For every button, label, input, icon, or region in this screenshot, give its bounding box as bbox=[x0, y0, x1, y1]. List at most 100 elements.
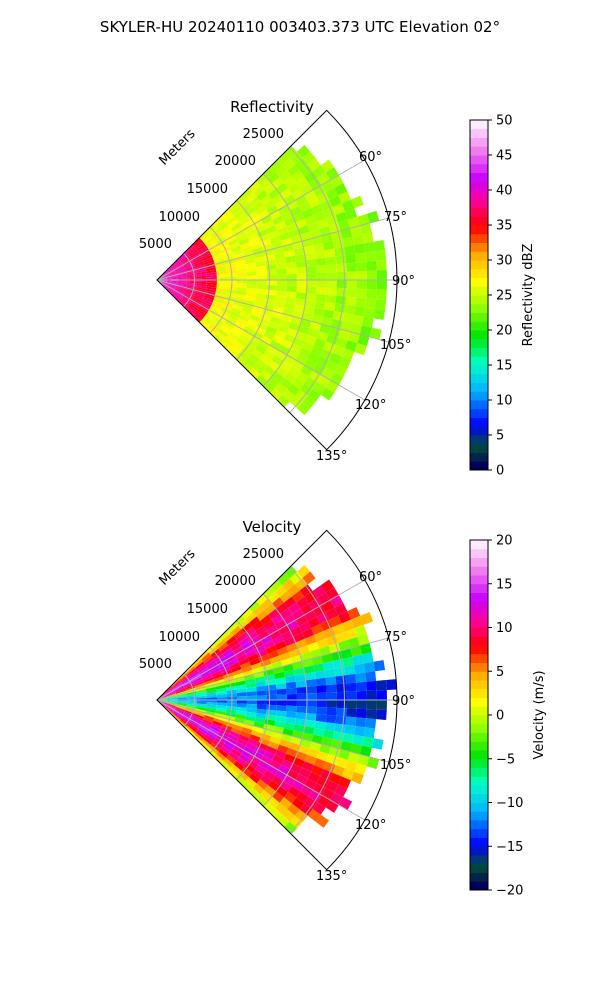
radar-gate bbox=[216, 693, 227, 698]
radar-gate bbox=[270, 808, 283, 821]
radar-gate bbox=[247, 738, 259, 747]
radar-gate bbox=[252, 640, 264, 650]
radar-gate bbox=[274, 165, 288, 178]
radar-gate bbox=[336, 707, 347, 717]
radar-gate bbox=[334, 183, 348, 196]
radar-gate bbox=[233, 672, 244, 680]
colorbar-tick-label: 0 bbox=[496, 709, 504, 724]
radar-gate bbox=[255, 173, 268, 186]
radar-gate bbox=[347, 216, 360, 229]
radar-gate bbox=[338, 611, 352, 624]
radar-gate bbox=[275, 715, 286, 723]
radar-gate bbox=[297, 144, 311, 158]
radar-gate bbox=[314, 300, 326, 310]
azimuth-tick-label: 120° bbox=[355, 818, 386, 833]
colorbar-step bbox=[470, 592, 488, 602]
radar-gate bbox=[193, 293, 204, 300]
radar-gate bbox=[288, 322, 301, 332]
radar-gate bbox=[268, 608, 280, 620]
radar-gate bbox=[206, 689, 217, 694]
azimuth-spoke bbox=[156, 579, 366, 701]
radar-gate bbox=[302, 395, 316, 409]
radar-gate bbox=[351, 771, 364, 785]
radar-gate bbox=[272, 754, 284, 765]
radar-gate bbox=[288, 228, 301, 238]
radar-gate bbox=[252, 305, 264, 314]
radar-gate bbox=[204, 657, 215, 666]
radar-gate bbox=[272, 215, 284, 226]
radar-gate bbox=[256, 708, 267, 715]
radar-gate bbox=[206, 694, 217, 698]
colorbar-step bbox=[470, 172, 488, 182]
radar-gate bbox=[236, 706, 247, 712]
radar-gate bbox=[275, 263, 287, 270]
radar-gate bbox=[294, 157, 308, 171]
radar-gate bbox=[305, 713, 317, 721]
radar-gate bbox=[196, 705, 207, 709]
colorbar-step bbox=[470, 163, 488, 173]
colorbar-step bbox=[470, 190, 488, 200]
radar-gate bbox=[317, 592, 331, 605]
radar-gate bbox=[302, 761, 315, 772]
radar-gate bbox=[291, 608, 305, 620]
radar-gate bbox=[247, 318, 259, 327]
radar-gate bbox=[315, 293, 327, 303]
radar-gate bbox=[166, 692, 176, 697]
radar-gate bbox=[176, 694, 187, 698]
radar-gate bbox=[166, 281, 177, 285]
radar-gate bbox=[315, 814, 330, 828]
radar-gate bbox=[269, 340, 282, 350]
radar-gate bbox=[365, 718, 377, 729]
radar-gate bbox=[206, 700, 217, 703]
radar-gate bbox=[298, 201, 312, 213]
radar-gate bbox=[256, 700, 267, 705]
radar-gate bbox=[204, 292, 215, 299]
radar-gate bbox=[243, 674, 255, 681]
radar-gate bbox=[277, 394, 290, 408]
radar-gate bbox=[299, 164, 313, 177]
radar-gate bbox=[204, 261, 215, 268]
radar-gate bbox=[304, 171, 318, 184]
radar-gate bbox=[346, 271, 357, 280]
radar-gate bbox=[313, 727, 325, 737]
radar-gate bbox=[314, 338, 327, 349]
radar-gate bbox=[274, 585, 288, 598]
radar-gate bbox=[260, 178, 272, 191]
radar-gate bbox=[228, 639, 239, 649]
radar-gate bbox=[166, 701, 177, 705]
radar-gate bbox=[238, 333, 250, 344]
radar-gate bbox=[260, 598, 272, 611]
radar-gate bbox=[282, 389, 295, 402]
radar-gate bbox=[244, 295, 256, 302]
radar-gate bbox=[250, 662, 262, 670]
range-tick-label: 10000 bbox=[159, 630, 200, 645]
radar-gate bbox=[281, 759, 293, 770]
radar-gate bbox=[202, 235, 213, 244]
radar-gate bbox=[329, 772, 342, 785]
colorbar-step bbox=[470, 697, 488, 707]
radar-gate bbox=[227, 622, 239, 633]
radar-gate bbox=[286, 273, 297, 280]
radar-gate bbox=[195, 267, 206, 272]
radar-gate bbox=[193, 260, 204, 267]
radar-gate bbox=[312, 802, 326, 815]
radar-gate bbox=[266, 704, 277, 711]
radar-gate bbox=[255, 593, 268, 606]
colorbar-step bbox=[470, 356, 488, 366]
radar-gate bbox=[256, 649, 268, 658]
azimuth-tick-label: 75° bbox=[384, 630, 407, 645]
radar-gate bbox=[329, 195, 342, 208]
radar-gate bbox=[376, 700, 387, 711]
colorbar-step bbox=[470, 793, 488, 803]
radar-gate bbox=[307, 158, 321, 172]
radar-gate bbox=[205, 267, 217, 272]
radar-gate bbox=[365, 298, 377, 309]
radar-gate bbox=[365, 251, 377, 262]
radar-gate bbox=[166, 271, 176, 277]
radar-gate bbox=[218, 642, 229, 652]
radar-gate bbox=[340, 648, 353, 659]
radar-gate bbox=[260, 733, 272, 742]
radar-gate bbox=[215, 684, 226, 690]
radar-gate bbox=[314, 211, 327, 222]
radar-gate bbox=[263, 349, 276, 361]
